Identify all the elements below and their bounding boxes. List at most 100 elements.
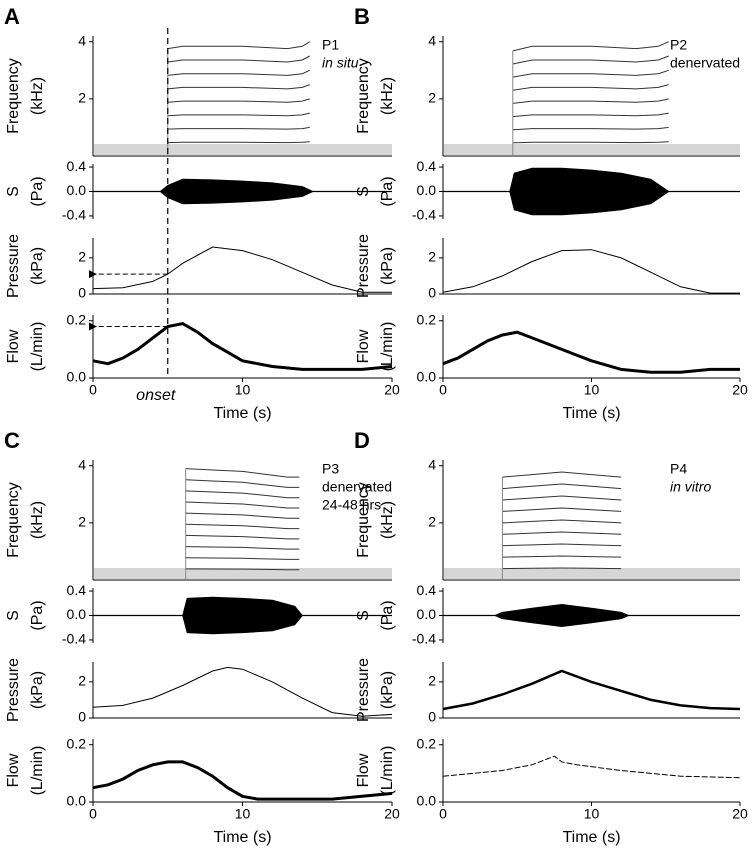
sound-envelope [509, 167, 670, 216]
harmonic [167, 55, 311, 63]
annotation: in vitro [670, 479, 711, 495]
annotation: denervated [322, 479, 392, 495]
y-tick-label: 2 [428, 514, 436, 530]
harmonic [502, 483, 622, 490]
noise-band [444, 568, 740, 579]
harmonic [512, 69, 669, 78]
harmonic [185, 512, 300, 519]
harmonic [167, 84, 310, 90]
y-axis-label: Frequency [5, 58, 22, 134]
onset-label: onset [136, 387, 176, 404]
y-axis-label: Pressure [5, 658, 22, 722]
y-tick-label: 2 [78, 249, 86, 265]
y-axis-label: Pressure [355, 658, 372, 722]
y-tick-label: 0.4 [417, 582, 437, 598]
harmonic [502, 519, 622, 524]
y-tick-label: 0.2 [417, 311, 437, 327]
x-tick-label: 20 [732, 806, 748, 822]
harmonic [167, 112, 310, 117]
y-axis-label: (kPa) [379, 671, 396, 709]
noise-band [94, 144, 392, 155]
y-axis-label: (L/min) [29, 322, 46, 372]
harmonic [502, 495, 622, 501]
x-axis-label: Time (s) [562, 405, 620, 422]
y-tick-label: 2 [78, 673, 86, 689]
harmonic [167, 69, 311, 76]
annotation: P1 [322, 37, 339, 53]
y-tick-label: 0.0 [417, 606, 437, 622]
y-tick-label: 0 [428, 709, 436, 725]
y-tick-label: 0.0 [417, 182, 437, 198]
y-tick-label: 2 [428, 90, 436, 106]
harmonic [185, 490, 300, 499]
harmonic [512, 112, 669, 118]
y-tick-label: 0.0 [417, 369, 437, 385]
y-tick-label: 0 [78, 285, 86, 301]
panel-letter: B [354, 4, 370, 29]
panel-letter: D [354, 428, 370, 453]
harmonic [167, 126, 310, 130]
x-axis-label: Time (s) [562, 829, 620, 846]
y-axis-label: Pressure [5, 234, 22, 298]
annotation: P2 [670, 37, 687, 53]
y-tick-label: 0.0 [67, 793, 87, 809]
noise-band [444, 144, 740, 155]
trace [92, 666, 393, 717]
x-tick-label: 0 [89, 382, 97, 398]
y-tick-label: -0.4 [412, 631, 436, 647]
y-axis-label: Flow [355, 753, 372, 787]
y-tick-label: 0.2 [67, 735, 87, 751]
y-tick-label: 2 [78, 514, 86, 530]
harmonic [512, 141, 669, 144]
x-tick-label: 0 [89, 806, 97, 822]
harmonic [185, 523, 300, 530]
y-tick-label: 0.0 [67, 606, 87, 622]
trace [92, 246, 392, 293]
y-tick-label: 0.0 [417, 793, 437, 809]
y-axis-label: Pressure [355, 234, 372, 298]
y-axis-label: S [355, 610, 372, 621]
x-tick-label: 10 [235, 806, 251, 822]
y-tick-label: 0.4 [67, 158, 87, 174]
y-axis-label: (L/min) [379, 322, 396, 372]
y-tick-label: 2 [78, 90, 86, 106]
y-tick-label: 0.4 [67, 582, 87, 598]
y-axis-label: S [5, 610, 22, 621]
y-axis-label: (Pa) [379, 176, 396, 206]
y-tick-label: 2 [428, 249, 436, 265]
harmonic [502, 531, 622, 535]
y-axis-label: (kPa) [379, 247, 396, 285]
x-tick-label: 10 [235, 382, 251, 398]
y-axis-label: (L/min) [29, 746, 46, 796]
x-tick-label: 20 [384, 806, 400, 822]
panel-letter: A [4, 4, 20, 29]
harmonic [512, 55, 669, 65]
y-axis-label: (kHz) [379, 77, 396, 115]
y-tick-label: 0 [78, 709, 86, 725]
harmonic [185, 568, 300, 571]
y-axis-label: (kHz) [29, 77, 46, 115]
x-axis-label: Time (s) [213, 829, 271, 846]
y-axis-label: S [355, 186, 372, 197]
y-tick-label: -0.4 [62, 207, 86, 223]
harmonic [512, 41, 669, 52]
annotation: 24-48 hrs [322, 497, 381, 513]
y-axis-label: (Pa) [379, 600, 396, 630]
y-axis-label: Flow [5, 753, 22, 787]
panel-letter: C [4, 428, 20, 453]
y-axis-label: Flow [355, 329, 372, 363]
harmonic [167, 98, 310, 103]
harmonic [185, 557, 300, 560]
x-tick-label: 20 [732, 382, 748, 398]
y-axis-label: (Pa) [29, 600, 46, 630]
x-tick-label: 10 [584, 382, 600, 398]
y-axis-label: (kHz) [379, 501, 396, 539]
trace [442, 669, 741, 711]
y-tick-label: 4 [78, 32, 86, 48]
x-tick-label: 20 [384, 382, 400, 398]
y-axis-label: Frequency [355, 58, 372, 134]
x-tick-label: 0 [439, 382, 447, 398]
annotation: P4 [670, 461, 687, 477]
y-axis-label: Frequency [5, 482, 22, 558]
